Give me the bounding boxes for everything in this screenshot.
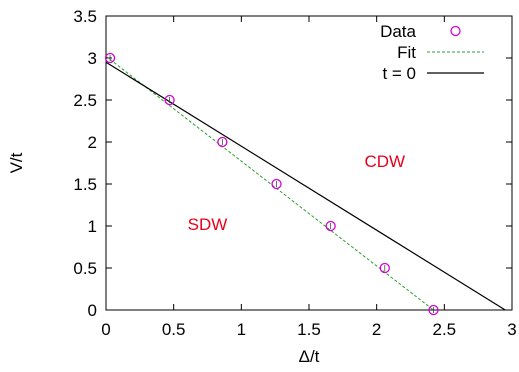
legend-label: Data	[380, 22, 416, 41]
x-tick-labels: 0 0.5 1 1.5 2 2.5 3	[101, 320, 516, 339]
y-tick-label: 0	[88, 301, 97, 320]
plot-border	[106, 16, 512, 310]
axis-ticks	[106, 16, 512, 310]
legend-marker	[451, 27, 460, 36]
x-tick-label: 1	[237, 320, 246, 339]
series-lines	[106, 56, 505, 310]
plot-frame	[106, 16, 512, 310]
y-tick-label: 3	[88, 49, 97, 68]
y-tick-label: 1	[88, 217, 97, 236]
x-tick-label: 2.5	[433, 320, 457, 339]
x-tick-label: 0.5	[162, 320, 186, 339]
x-tick-label: 1.5	[297, 320, 321, 339]
y-tick-label: 3.5	[73, 7, 97, 26]
y-tick-label: 2.5	[73, 91, 97, 110]
region-annotations: CDW SDW	[188, 152, 405, 234]
y-tick-label: 0.5	[73, 259, 97, 278]
legend: Data Fit t = 0	[380, 22, 484, 83]
x-tick-label: 3	[507, 320, 516, 339]
x-tick-label: 0	[101, 320, 110, 339]
legend-label: t = 0	[382, 64, 416, 83]
y-tick-label: 1.5	[73, 175, 97, 194]
y-tick-labels: 0 0.5 1 1.5 2 2.5 3 3.5	[73, 7, 97, 320]
y-tick-label: 2	[88, 133, 97, 152]
region-label: CDW	[364, 152, 405, 171]
t0-line	[106, 62, 505, 310]
legend-label: Fit	[397, 43, 416, 62]
y-axis-label: V/t	[7, 152, 26, 173]
x-tick-label: 2	[372, 320, 381, 339]
x-axis-label: Δ/t	[299, 347, 320, 366]
region-label: SDW	[188, 215, 228, 234]
